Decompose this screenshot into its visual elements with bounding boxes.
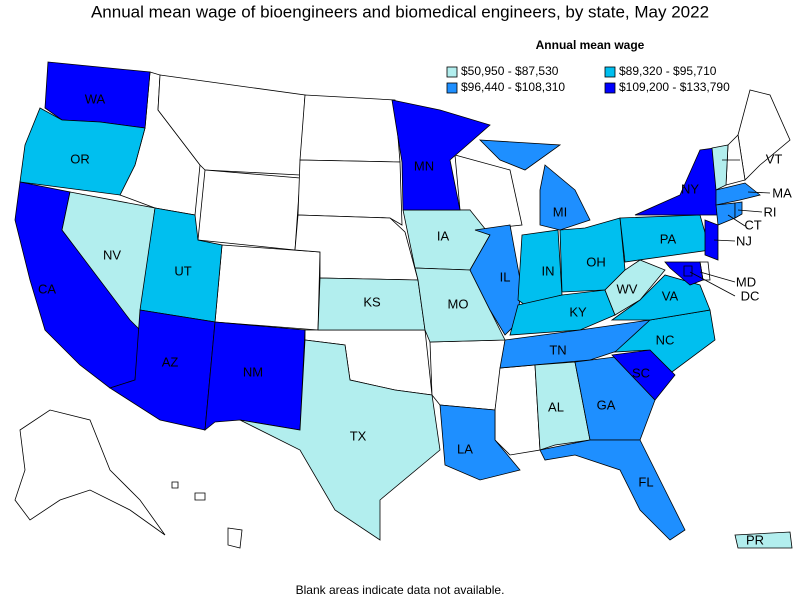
state-label: MD: [736, 274, 756, 289]
legend-swatch: [446, 66, 458, 78]
state: [478, 139, 562, 171]
state: [611, 349, 676, 401]
legend-label: $50,950 - $87,530: [461, 64, 559, 78]
state-label: IN: [542, 263, 555, 278]
state-label: GA: [597, 397, 616, 412]
state: [391, 99, 491, 211]
state-label: WV: [617, 281, 638, 296]
state: [737, 89, 791, 181]
state-label: AL: [548, 399, 564, 414]
state: [61, 191, 156, 331]
state: [429, 339, 506, 411]
state-label: NY: [681, 181, 699, 196]
state-label: FL: [638, 474, 653, 489]
state: [469, 224, 523, 336]
state: [634, 147, 721, 216]
state: [734, 531, 793, 549]
state: [683, 265, 693, 277]
legend: $50,950 - $87,530 $89,320 - $95,710 $96,44…: [446, 64, 730, 94]
state-label: LA: [457, 441, 473, 456]
state-label: OR: [70, 151, 90, 166]
legend-swatch: [604, 66, 616, 78]
state-label: MO: [448, 296, 469, 311]
state: [197, 169, 301, 251]
legend-swatch: [604, 82, 616, 94]
state-label: VA: [662, 288, 679, 303]
state: [715, 202, 736, 226]
state-label: CA: [38, 281, 56, 296]
state: [517, 229, 563, 306]
state-label: KS: [363, 294, 381, 309]
state-label: OH: [586, 254, 606, 269]
states: [14, 61, 793, 549]
state-label: NJ: [736, 233, 752, 248]
state: [297, 159, 403, 226]
state-label: SC: [632, 365, 650, 380]
state-labels: WA OR CA NV UT AZ NM TX KS IA MO MN IL IN OH MI KY TN AL GA…: [38, 91, 792, 547]
state: [171, 481, 179, 489]
state: [14, 409, 166, 536]
state: [704, 219, 719, 261]
state-label: UT: [174, 263, 191, 278]
map-title: Annual mean wage of bioengineers and bio…: [91, 2, 709, 21]
state: [711, 144, 729, 191]
state: [239, 339, 441, 541]
state-label: RI: [764, 204, 777, 219]
state: [604, 259, 666, 316]
legend-label: $89,320 - $95,710: [619, 64, 717, 78]
state-label: NM: [243, 364, 263, 379]
state-label: KY: [569, 304, 587, 319]
state-label: TN: [549, 342, 566, 357]
state-label: MA: [772, 185, 792, 200]
state: [214, 244, 321, 331]
legend-swatch: [446, 82, 458, 94]
state-label: NC: [656, 332, 675, 347]
state-label: MN: [414, 158, 434, 173]
leader-lines: [689, 159, 771, 297]
state: [19, 107, 146, 196]
state: [715, 182, 761, 206]
state-label: VT: [766, 151, 783, 166]
state-label: CT: [744, 217, 761, 232]
state-label: MI: [553, 204, 567, 219]
state: [539, 164, 591, 231]
legend-label: $96,440 - $108,310: [461, 80, 565, 94]
footnote: Blank areas indicate data not available.: [296, 583, 505, 597]
no-data-states: [14, 71, 791, 549]
state-label: IL: [500, 269, 511, 284]
state: [534, 361, 591, 451]
state: [194, 492, 206, 501]
state: [494, 364, 541, 456]
state-label: PA: [660, 231, 677, 246]
state-label: TX: [350, 428, 367, 443]
state: [439, 404, 521, 481]
legend-label: $109,200 - $133,790: [619, 80, 730, 94]
state: [299, 94, 401, 163]
legend-title: Annual mean wage: [536, 38, 645, 52]
state-label: AZ: [162, 354, 179, 369]
state-label: PR: [746, 532, 764, 547]
state: [539, 439, 686, 541]
state-label: WA: [85, 91, 106, 106]
state-label: DC: [741, 288, 760, 303]
state: [227, 527, 243, 549]
state-label: NV: [103, 247, 121, 262]
state-label: IA: [437, 228, 450, 243]
state: [574, 356, 656, 441]
